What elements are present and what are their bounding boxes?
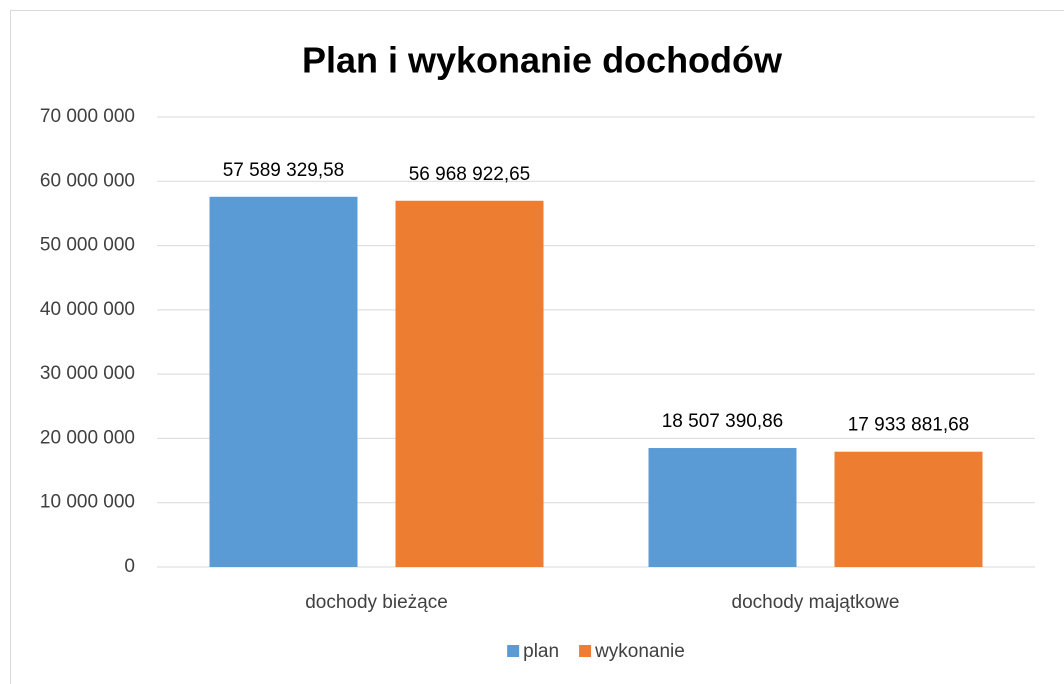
value-label: 18 507 390,86 [662, 411, 784, 432]
y-tick-label: 10 000 000 [40, 492, 135, 513]
x-tick-label: dochody majątkowe [732, 592, 900, 613]
y-tick-label: 30 000 000 [40, 363, 135, 384]
bar [395, 200, 544, 567]
y-tick-label: 20 000 000 [40, 427, 135, 448]
chart-title: Plan i wykonanie dochodów [302, 40, 783, 81]
legend-label: plan [523, 641, 559, 662]
y-tick-label: 60 000 000 [40, 170, 135, 191]
y-tick-label: 50 000 000 [40, 235, 135, 256]
y-tick-label: 0 [124, 556, 135, 577]
y-tick-label: 40 000 000 [40, 299, 135, 320]
bar [209, 196, 358, 567]
legend-swatch [579, 645, 592, 657]
legend-swatch [507, 645, 520, 657]
legend-label: wykonanie [594, 641, 685, 662]
value-label: 57 589 329,58 [223, 160, 345, 181]
value-label: 56 968 922,65 [409, 164, 531, 185]
value-label: 17 933 881,68 [848, 415, 970, 436]
bar [648, 448, 797, 567]
y-tick-label: 70 000 000 [40, 106, 135, 127]
x-tick-label: dochody bieżące [305, 592, 448, 613]
bar [834, 451, 983, 567]
